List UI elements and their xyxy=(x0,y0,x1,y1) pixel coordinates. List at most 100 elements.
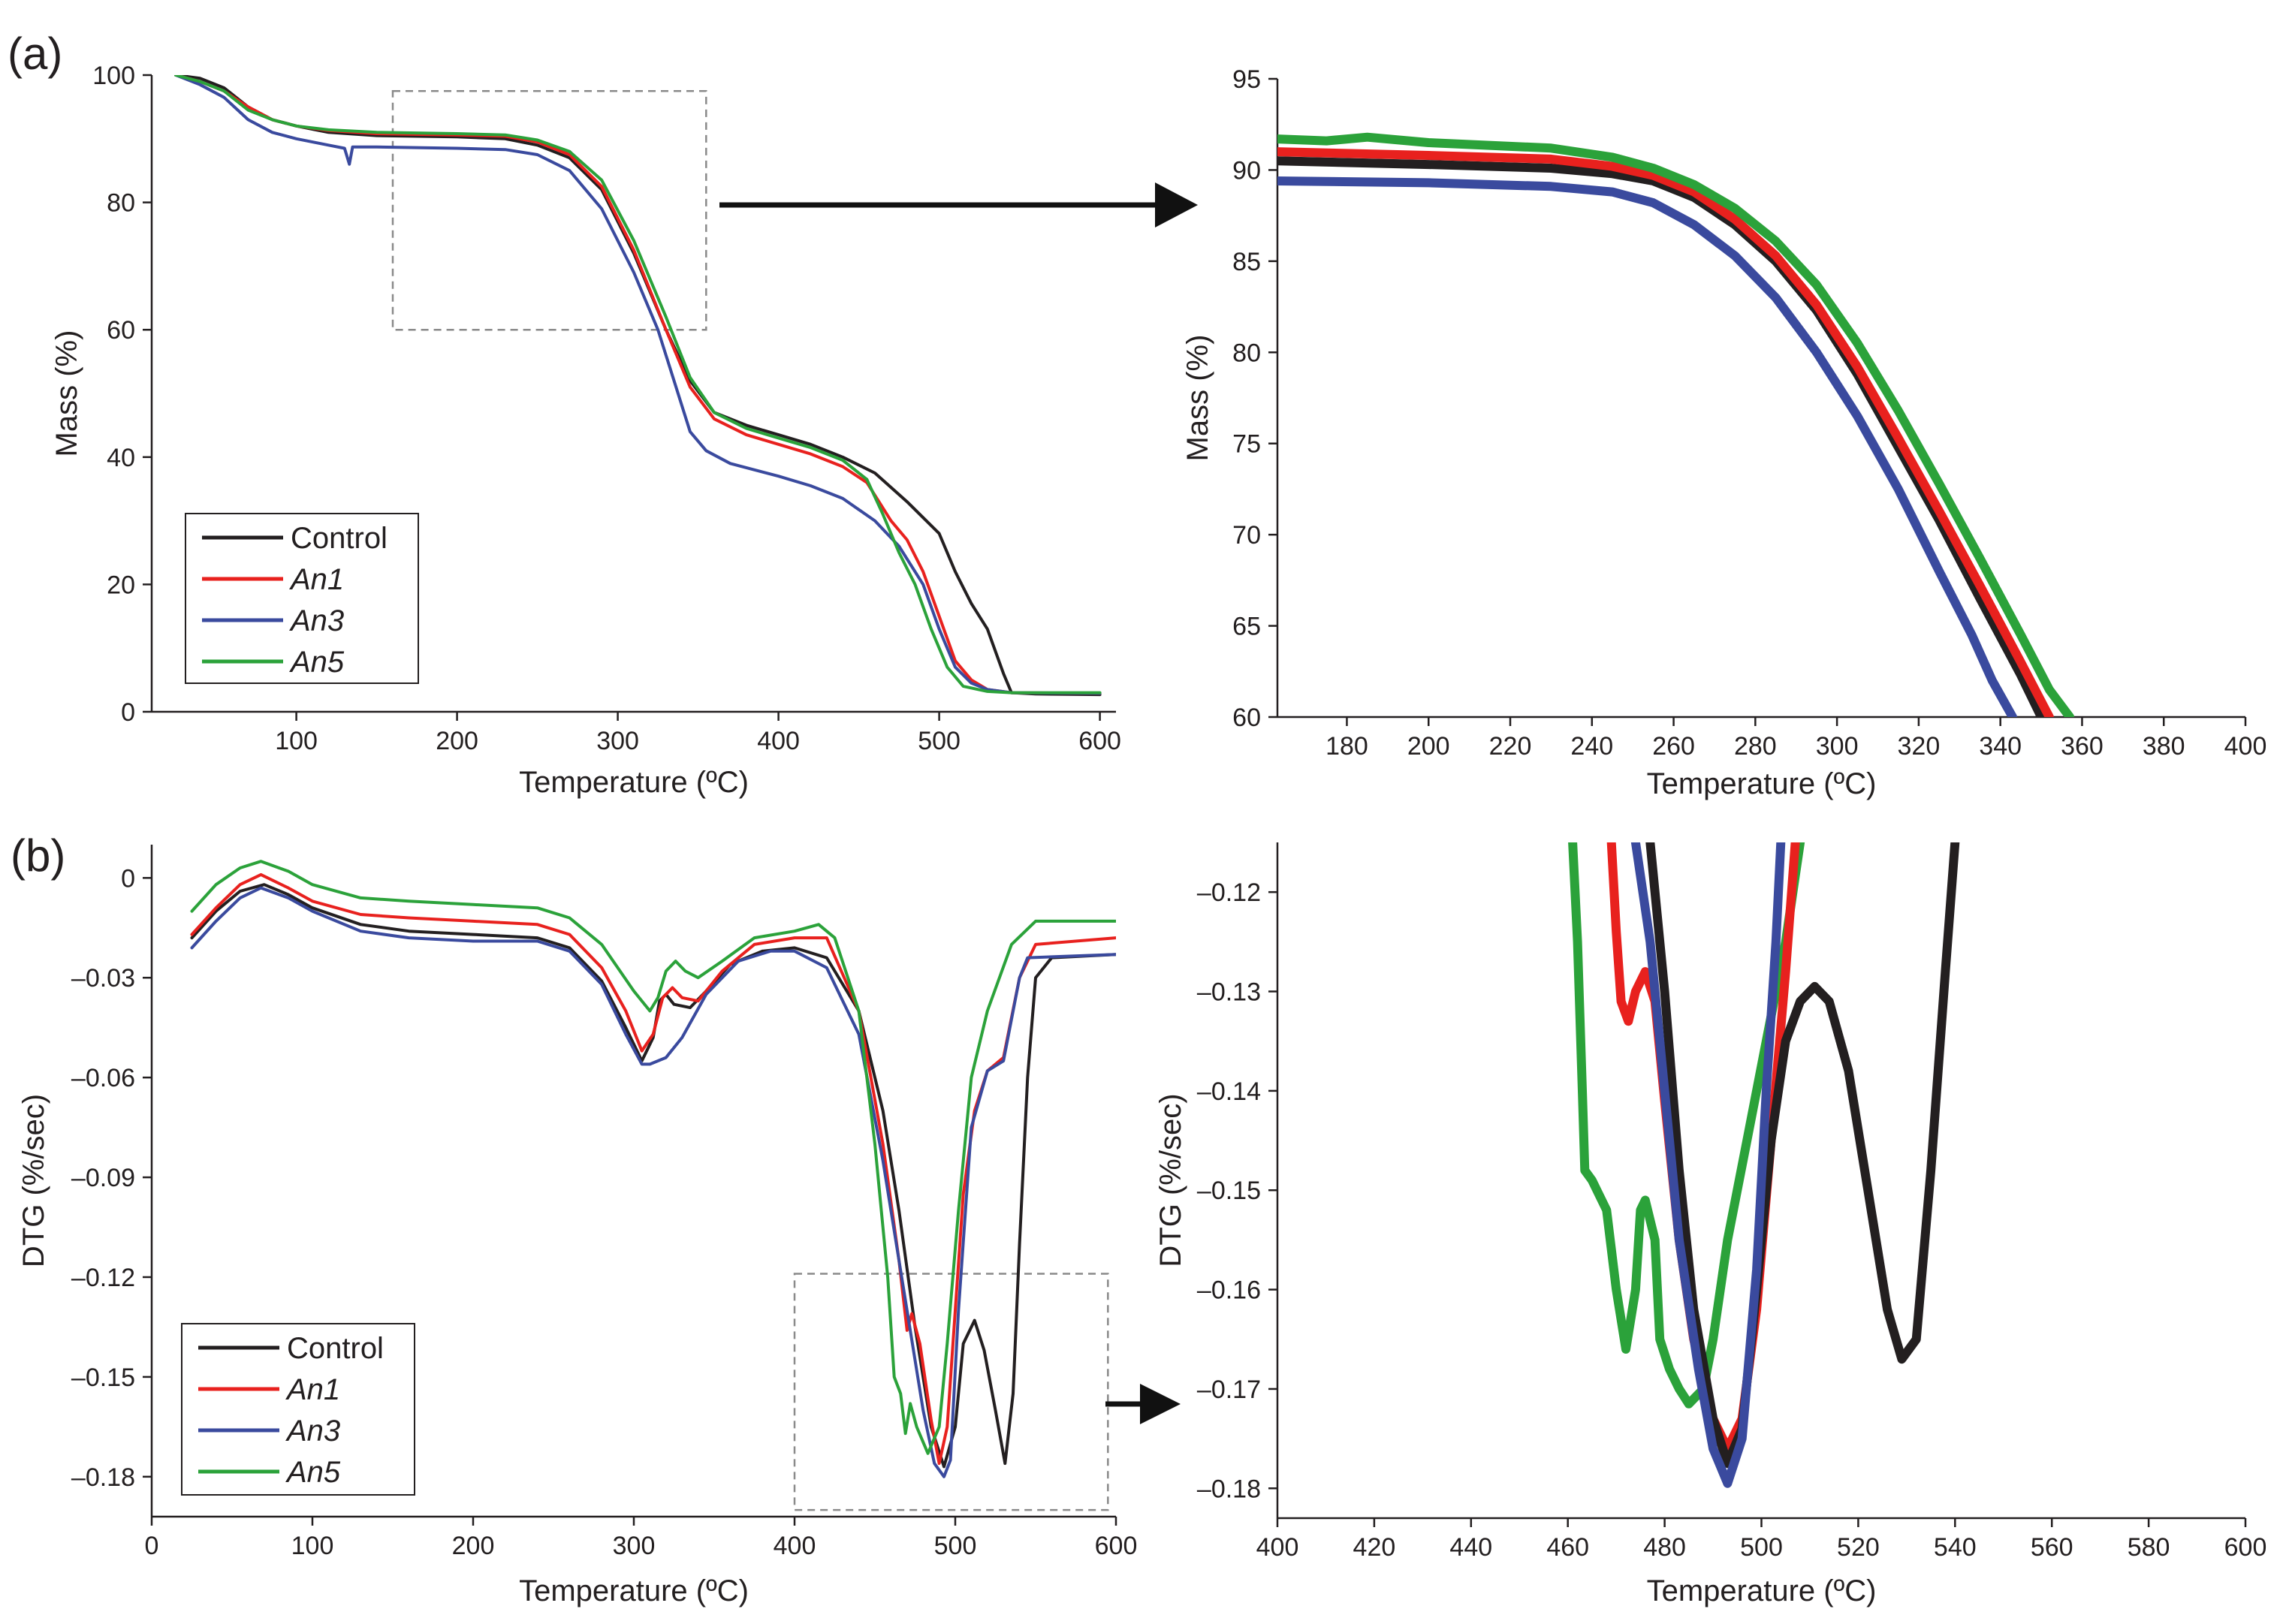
y-tick-label: –0.18 xyxy=(1197,1475,1261,1503)
legend-label-control: Control xyxy=(287,1332,384,1365)
x-tick-label: 0 xyxy=(145,1532,159,1560)
x-tick-label: 300 xyxy=(1816,732,1859,761)
x-axis-label: Temperature (ºC) xyxy=(519,766,749,799)
x-tick-label: 440 xyxy=(1449,1533,1492,1562)
x-tick-label: 200 xyxy=(452,1532,495,1560)
x-tick-label: 540 xyxy=(1934,1533,1977,1562)
y-tick-label: –0.03 xyxy=(71,964,135,993)
series-line-an5 xyxy=(1277,132,2075,717)
series-line-an5 xyxy=(190,860,1116,1455)
y-axis-label: Mass (%) xyxy=(1181,335,1214,462)
legend-label-an1: An1 xyxy=(289,563,344,596)
x-tick-label: 580 xyxy=(2128,1533,2170,1562)
zoom-region-box xyxy=(793,1273,1109,1511)
y-tick-label: 40 xyxy=(107,444,135,472)
x-tick-label: 200 xyxy=(436,727,478,755)
y-tick-label: –0.16 xyxy=(1197,1276,1261,1305)
x-tick-label: 460 xyxy=(1546,1533,1589,1562)
x-tick-label: 420 xyxy=(1353,1533,1396,1562)
x-tick-label: 240 xyxy=(1570,732,1613,761)
y-tick-label: –0.18 xyxy=(71,1463,135,1492)
x-tick-label: 100 xyxy=(291,1532,334,1560)
series-line-an3 xyxy=(1630,842,1786,1488)
y-tick-label: 0 xyxy=(121,864,135,893)
x-tick-label: 300 xyxy=(596,727,639,755)
series-line-an3 xyxy=(1277,176,2017,717)
y-tick-label: 60 xyxy=(1232,704,1261,732)
x-tick-label: 560 xyxy=(2031,1533,2073,1562)
y-tick-label: 95 xyxy=(1232,65,1261,94)
panel-b-label: (b) xyxy=(11,830,65,881)
y-tick-label: 100 xyxy=(92,62,135,90)
legend: Control An1 An3 An5 xyxy=(181,1323,415,1496)
x-tick-label: 400 xyxy=(2224,732,2267,761)
panel-a-zoom-chart: 180 200 220 240 260 280 300 320 340 360 380 400 60 65… xyxy=(1181,65,2266,800)
y-tick-label: 75 xyxy=(1232,430,1261,459)
y-tick-label: 70 xyxy=(1232,521,1261,550)
x-tick-label: 600 xyxy=(2224,1533,2267,1562)
x-tick-label: 360 xyxy=(2061,732,2104,761)
y-tick-label: –0.17 xyxy=(1197,1375,1261,1404)
y-tick-label: 80 xyxy=(1232,339,1261,367)
legend-box xyxy=(181,1323,415,1496)
x-tick-label: 340 xyxy=(1979,732,2022,761)
x-tick-label: 200 xyxy=(1407,732,1450,761)
x-tick-label: 600 xyxy=(1095,1532,1138,1560)
x-tick-label: 400 xyxy=(757,727,800,755)
series-line-an3 xyxy=(174,75,1102,695)
x-tick-label: 100 xyxy=(275,727,318,755)
legend-label-an1: An1 xyxy=(285,1373,340,1406)
arrow-b-to-zoom xyxy=(1105,1384,1181,1424)
panel-b-zoom-chart: 400 420 440 460 480 500 520 540 560 580 600 –0.12 –0… xyxy=(1154,842,2266,1607)
x-tick-label: 600 xyxy=(1078,727,1121,755)
x-tick-label: 520 xyxy=(1837,1533,1880,1562)
y-tick-label: –0.12 xyxy=(1197,878,1261,907)
y-tick-label: 85 xyxy=(1232,248,1261,276)
series-line-control xyxy=(1645,842,1960,1469)
y-tick-label: 80 xyxy=(107,189,135,218)
x-tick-label: 500 xyxy=(1740,1533,1783,1562)
y-tick-label: –0.13 xyxy=(1197,978,1261,1007)
y-tick-label: –0.15 xyxy=(71,1363,135,1392)
arrow-a-to-zoom xyxy=(719,182,1198,227)
y-tick-label: –0.15 xyxy=(1197,1177,1261,1205)
y-axis-label: DTG (%/sec) xyxy=(1154,1093,1187,1267)
legend-label-an5: An5 xyxy=(289,646,345,679)
y-tick-label: –0.12 xyxy=(71,1264,135,1292)
x-tick-label: 400 xyxy=(774,1532,816,1560)
series-line-an3 xyxy=(190,886,1116,1478)
legend-box xyxy=(185,513,419,684)
x-tick-label: 480 xyxy=(1643,1533,1686,1562)
series-line-an5 xyxy=(174,75,1102,694)
x-tick-label: 500 xyxy=(934,1532,977,1560)
y-axis-label: DTG (%/sec) xyxy=(17,1094,50,1267)
y-axis-label: Mass (%) xyxy=(50,330,83,457)
y-tick-label: 65 xyxy=(1232,613,1261,641)
y-tick-label: 60 xyxy=(107,316,135,345)
legend-label-control: Control xyxy=(291,522,388,555)
x-axis-label: Temperature (ºC) xyxy=(519,1574,749,1607)
series-line-an1 xyxy=(190,872,1116,1466)
x-axis-label: Temperature (ºC) xyxy=(1647,767,1877,800)
x-tick-label: 180 xyxy=(1325,732,1368,761)
y-tick-label: –0.14 xyxy=(1197,1077,1261,1106)
x-tick-label: 380 xyxy=(2143,732,2185,761)
series-line-an5 xyxy=(1568,842,1805,1409)
y-tick-label: 90 xyxy=(1232,156,1261,185)
x-tick-label: 500 xyxy=(918,727,961,755)
zoom-region-box xyxy=(391,89,707,331)
x-tick-label: 260 xyxy=(1652,732,1695,761)
series-line-an1 xyxy=(1277,147,2054,717)
y-tick-label: 20 xyxy=(107,571,135,599)
x-tick-label: 220 xyxy=(1489,732,1532,761)
y-tick-label: 0 xyxy=(121,698,135,727)
x-tick-label: 320 xyxy=(1898,732,1941,761)
legend-label-an3: An3 xyxy=(289,604,344,637)
legend: Control An1 An3 An5 xyxy=(185,513,419,684)
legend-label-an3: An3 xyxy=(285,1415,340,1448)
panel-b-main-chart: 0 100 200 300 400 500 600 0 –0.03 –0.06 –0.09 –0.12… xyxy=(17,845,1137,1607)
x-axis-label: Temperature (ºC) xyxy=(1647,1574,1877,1607)
panel-a-main-chart: 100 200 300 400 500 600 0 20 40 60 80 100 Temperatur… xyxy=(50,62,1121,799)
y-tick-label: –0.09 xyxy=(71,1164,135,1192)
